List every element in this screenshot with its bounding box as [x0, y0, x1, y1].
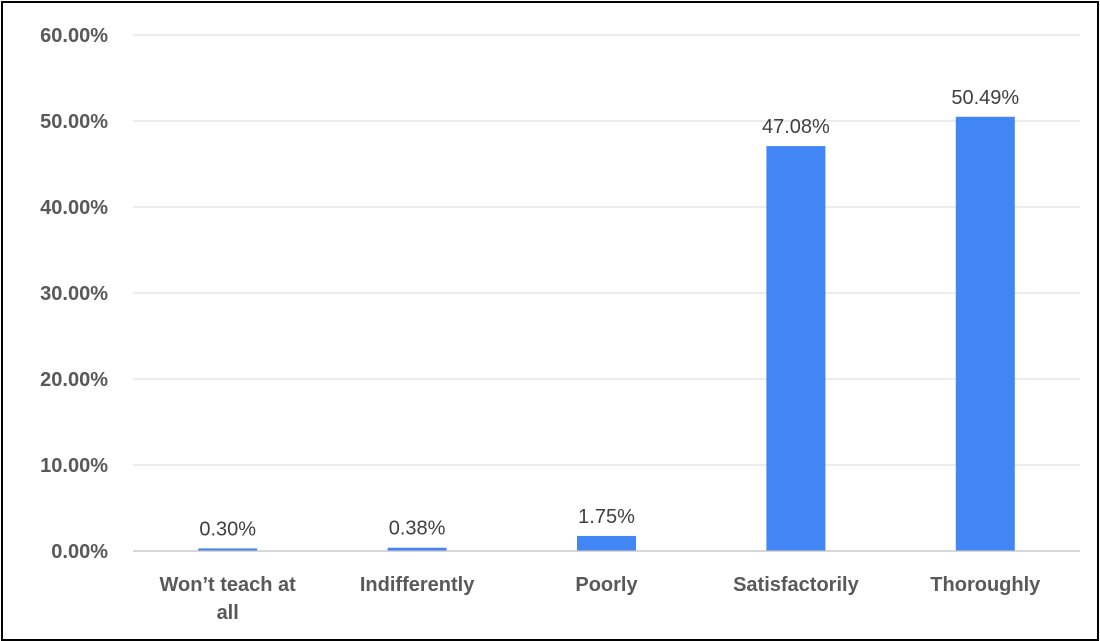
data-label: 0.38% — [389, 518, 446, 540]
y-tick-label: 10.00% — [40, 455, 108, 477]
bar — [956, 117, 1015, 551]
y-tick-label: 40.00% — [40, 197, 108, 219]
y-tick-label: 60.00% — [40, 25, 108, 47]
x-category-label: all — [217, 602, 239, 624]
x-category-label: Satisfactorily — [733, 574, 859, 596]
x-category-label: Indifferently — [360, 574, 475, 596]
data-label: 0.30% — [199, 518, 256, 540]
data-label: 50.49% — [951, 87, 1019, 109]
bar — [577, 536, 636, 551]
x-category-label: Poorly — [575, 574, 638, 596]
x-category-label: Won’t teach at — [160, 574, 297, 596]
y-tick-label: 20.00% — [40, 369, 108, 391]
bar — [766, 146, 825, 551]
y-tick-label: 50.00% — [40, 111, 108, 133]
x-category-label: Thoroughly — [930, 574, 1041, 596]
y-tick-label: 30.00% — [40, 283, 108, 305]
data-label: 47.08% — [762, 116, 830, 138]
y-tick-label: 0.00% — [51, 541, 108, 563]
data-label: 1.75% — [578, 506, 635, 528]
